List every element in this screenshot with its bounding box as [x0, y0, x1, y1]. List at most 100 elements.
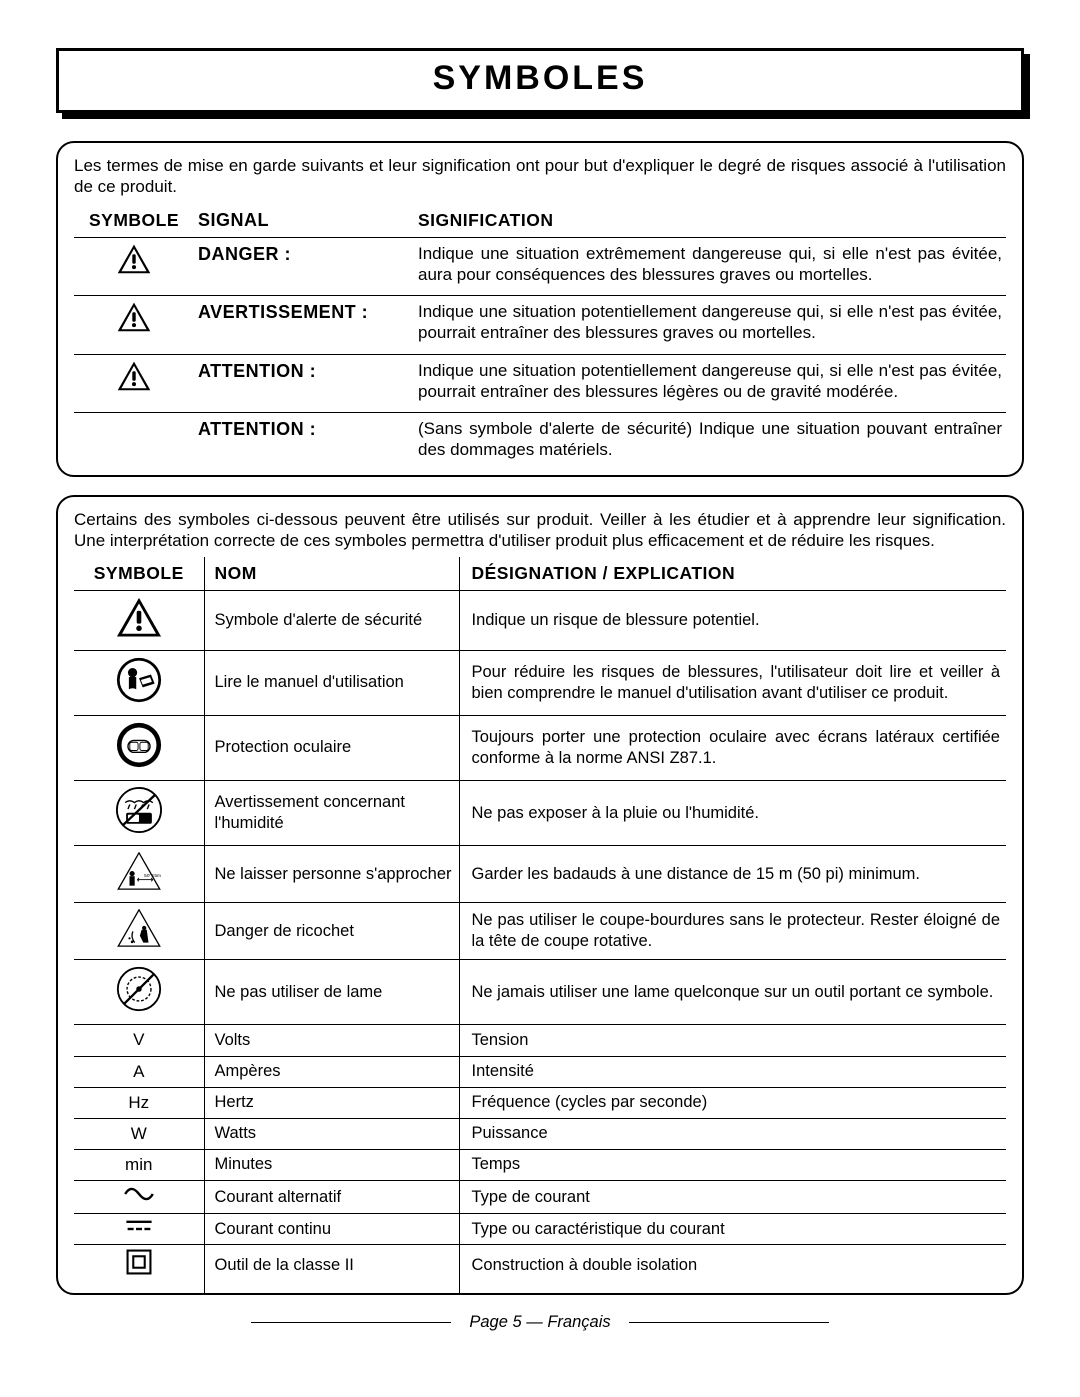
def-cell-icon — [74, 960, 204, 1025]
def-row: Lire le manuel d'utilisation Pour réduir… — [74, 650, 1006, 715]
def-cell-name: Avertissement concernant l'humidité — [204, 781, 459, 846]
def-cell-desc: Garder les badauds à une distance de 15 … — [459, 846, 1006, 903]
signal-row: DANGER : Indique une situation extrêmeme… — [74, 237, 1006, 295]
wet-warning-icon — [116, 787, 162, 833]
def-cell-icon: V — [74, 1025, 204, 1056]
signal-head-signification: SIGNIFICATION — [414, 204, 1006, 238]
definition-intro: Certains des symboles ci-dessous peuvent… — [74, 509, 1006, 552]
signal-table: SYMBOLE SIGNAL SIGNIFICATION DANGER : In… — [74, 204, 1006, 475]
signal-cell-meaning: Indique une situation potentiellement da… — [414, 354, 1006, 412]
signal-head-symbole: SYMBOLE — [74, 204, 194, 238]
def-cell-name: Courant continu — [204, 1214, 459, 1245]
def-cell-icon: A — [74, 1056, 204, 1087]
def-cell-desc: Type de courant — [459, 1181, 1006, 1214]
dc-icon — [124, 1218, 154, 1234]
def-cell-desc: Ne pas utiliser le coupe-bourdures sans … — [459, 903, 1006, 960]
def-cell-icon — [74, 715, 204, 780]
title-container: SYMBOLES — [56, 48, 1024, 113]
read-manual-icon — [116, 657, 162, 703]
def-cell-desc: Indique un risque de blessure potentiel. — [459, 591, 1006, 651]
def-cell-name: Ne laisser personne s'approcher — [204, 846, 459, 903]
def-cell-name: Courant alternatif — [204, 1181, 459, 1214]
keep-bystanders-away-icon: 50' 15m — [117, 852, 161, 890]
warning-triangle-icon — [116, 597, 162, 637]
ac-icon — [124, 1185, 154, 1203]
signal-cell-signal: AVERTISSEMENT : — [194, 296, 414, 354]
symbol-text: W — [131, 1124, 147, 1143]
signal-intro: Les termes de mise en garde suivants et … — [74, 155, 1006, 198]
signal-cell-icon — [74, 413, 194, 475]
def-cell-icon: W — [74, 1118, 204, 1149]
def-cell-desc: Construction à double isolation — [459, 1245, 1006, 1294]
def-head-symbole: SYMBOLE — [74, 557, 204, 591]
def-row: W Watts Puissance — [74, 1118, 1006, 1149]
def-cell-desc: Intensité — [459, 1056, 1006, 1087]
signal-cell-meaning: (Sans symbole d'alerte de sécurité) Indi… — [414, 413, 1006, 475]
def-cell-desc: Puissance — [459, 1118, 1006, 1149]
def-cell-name: Ampères — [204, 1056, 459, 1087]
def-row: Protection oculaire Toujours porter une … — [74, 715, 1006, 780]
warning-triangle-icon — [117, 361, 151, 391]
symbol-text: min — [125, 1155, 152, 1174]
def-cell-desc: Type ou caractéristique du courant — [459, 1214, 1006, 1245]
def-cell-icon: min — [74, 1149, 204, 1180]
page: SYMBOLES Les termes de mise en garde sui… — [0, 0, 1080, 1362]
warning-triangle-icon — [117, 302, 151, 332]
def-cell-desc: Toujours porter une protection oculaire … — [459, 715, 1006, 780]
warning-triangle-icon — [117, 244, 151, 274]
signal-head-signal: SIGNAL — [194, 204, 414, 238]
page-title: SYMBOLES — [59, 59, 1021, 98]
svg-text:50' 15m: 50' 15m — [144, 873, 161, 879]
footer-text: Page 5 — Français — [455, 1313, 624, 1332]
def-row: Outil de la classe II Construction à dou… — [74, 1245, 1006, 1294]
def-cell-icon — [74, 781, 204, 846]
symbol-text: V — [133, 1030, 144, 1049]
title-box: SYMBOLES — [56, 48, 1024, 113]
def-cell-name: Danger de ricochet — [204, 903, 459, 960]
signal-box: Les termes de mise en garde suivants et … — [56, 141, 1024, 477]
def-cell-icon — [74, 1181, 204, 1214]
signal-row: AVERTISSEMENT : Indique une situation po… — [74, 296, 1006, 354]
def-cell-name: Ne pas utiliser de lame — [204, 960, 459, 1025]
eye-protection-icon — [116, 722, 162, 768]
def-head-designation: DÉSIGNATION / EXPLICATION — [459, 557, 1006, 591]
def-row: Courant continu Type ou caractéristique … — [74, 1214, 1006, 1245]
def-cell-desc: Tension — [459, 1025, 1006, 1056]
def-cell-name: Minutes — [204, 1149, 459, 1180]
def-cell-icon — [74, 591, 204, 651]
signal-row: ATTENTION : Indique une situation potent… — [74, 354, 1006, 412]
def-cell-name: Symbole d'alerte de sécurité — [204, 591, 459, 651]
signal-cell-signal: DANGER : — [194, 237, 414, 295]
signal-cell-icon — [74, 237, 194, 295]
class-ii-icon — [126, 1249, 152, 1275]
def-cell-icon — [74, 1214, 204, 1245]
def-cell-name: Outil de la classe II — [204, 1245, 459, 1294]
def-row: Courant alternatif Type de courant — [74, 1181, 1006, 1214]
ricochet-icon — [117, 909, 161, 947]
page-footer: Page 5 — Français — [56, 1313, 1024, 1332]
def-cell-icon: 50' 15m — [74, 846, 204, 903]
def-cell-name: Hertz — [204, 1087, 459, 1118]
no-blade-icon — [116, 966, 162, 1012]
def-row: Avertissement concernant l'humidité Ne p… — [74, 781, 1006, 846]
def-row: Hz Hertz Fréquence (cycles par seconde) — [74, 1087, 1006, 1118]
def-head-nom: NOM — [204, 557, 459, 591]
def-cell-desc: Temps — [459, 1149, 1006, 1180]
footer-line-right — [629, 1322, 829, 1323]
signal-row: ATTENTION : (Sans symbole d'alerte de sé… — [74, 413, 1006, 475]
signal-cell-signal: ATTENTION : — [194, 354, 414, 412]
def-cell-icon — [74, 650, 204, 715]
def-row: min Minutes Temps — [74, 1149, 1006, 1180]
def-row: V Volts Tension — [74, 1025, 1006, 1056]
def-row: Symbole d'alerte de sécurité Indique un … — [74, 591, 1006, 651]
def-cell-desc: Ne pas exposer à la pluie ou l'humidité. — [459, 781, 1006, 846]
def-cell-desc: Ne jamais utiliser une lame quelconque s… — [459, 960, 1006, 1025]
def-row: 50' 15m Ne laisser personne s'approcher … — [74, 846, 1006, 903]
def-cell-name: Lire le manuel d'utilisation — [204, 650, 459, 715]
def-cell-desc: Fréquence (cycles par seconde) — [459, 1087, 1006, 1118]
def-cell-name: Watts — [204, 1118, 459, 1149]
definition-table: SYMBOLE NOM DÉSIGNATION / EXPLICATION Sy… — [74, 557, 1006, 1293]
signal-cell-meaning: Indique une situation extrêmement danger… — [414, 237, 1006, 295]
def-cell-name: Protection oculaire — [204, 715, 459, 780]
symbol-text: A — [133, 1062, 144, 1081]
